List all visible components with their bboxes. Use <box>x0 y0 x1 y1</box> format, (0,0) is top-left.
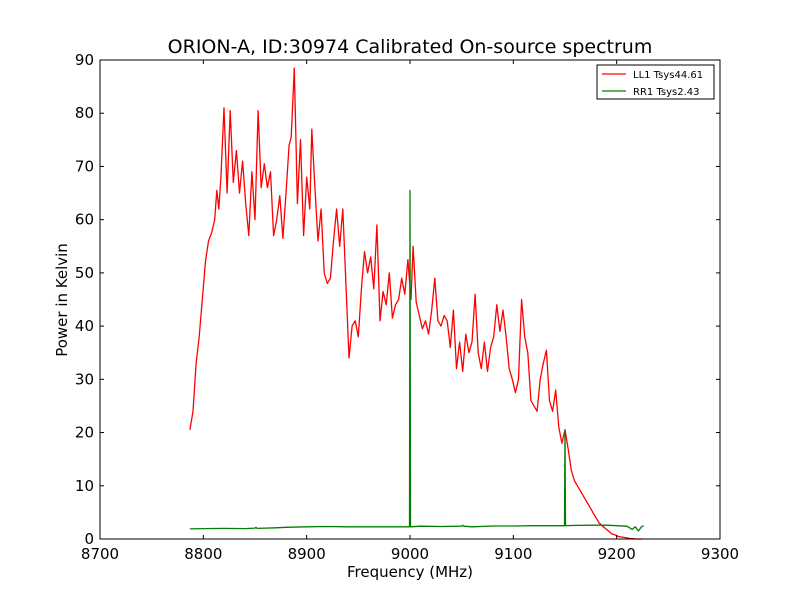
y-tick-label: 70 <box>75 157 94 175</box>
legend-label-0: LL1 Tsys44.61 <box>633 70 703 81</box>
y-tick-label: 0 <box>84 530 94 548</box>
x-tick-label: 8800 <box>184 545 222 563</box>
y-tick-label: 20 <box>75 424 94 442</box>
x-tick-label: 9300 <box>701 545 739 563</box>
y-tick-label: 80 <box>75 104 94 122</box>
x-tick-label: 8700 <box>81 545 119 563</box>
x-tick-label: 9000 <box>391 545 429 563</box>
legend-label-1: RR1 Tsys2.43 <box>633 87 700 98</box>
y-tick-label: 50 <box>75 264 94 282</box>
y-tick-label: 60 <box>75 211 94 229</box>
y-axis: 0 10 20 30 40 50 60 70 80 90 <box>75 51 720 548</box>
x-tick-label: 8900 <box>288 545 326 563</box>
y-axis-label: Power in Kelvin <box>53 243 71 357</box>
y-tick-label: 90 <box>75 51 94 69</box>
x-axis: 8700 8800 8900 9000 9100 9200 9300 <box>81 60 739 563</box>
x-tick-label: 9100 <box>494 545 532 563</box>
y-tick-label: 30 <box>75 370 94 388</box>
series-layer <box>189 67 644 540</box>
x-tick-label: 9200 <box>598 545 636 563</box>
x-axis-label: Frequency (MHz) <box>347 563 473 581</box>
plot-area <box>99 59 721 540</box>
legend-box <box>596 64 715 100</box>
legend: LL1 Tsys44.61 RR1 Tsys2.43 <box>596 64 715 100</box>
chart-title: ORION-A, ID:30974 Calibrated On-source s… <box>168 36 653 58</box>
series-line-1 <box>189 189 644 532</box>
series-line-0 <box>189 67 643 540</box>
y-tick-label: 10 <box>75 477 94 495</box>
y-tick-label: 40 <box>75 317 94 335</box>
